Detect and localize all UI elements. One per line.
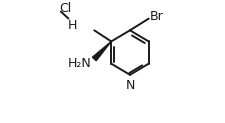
Text: Cl: Cl	[59, 2, 71, 15]
Text: N: N	[125, 79, 134, 92]
Text: H: H	[68, 19, 77, 32]
Polygon shape	[92, 41, 111, 61]
Text: Br: Br	[149, 10, 163, 23]
Text: H₂N: H₂N	[68, 57, 92, 70]
